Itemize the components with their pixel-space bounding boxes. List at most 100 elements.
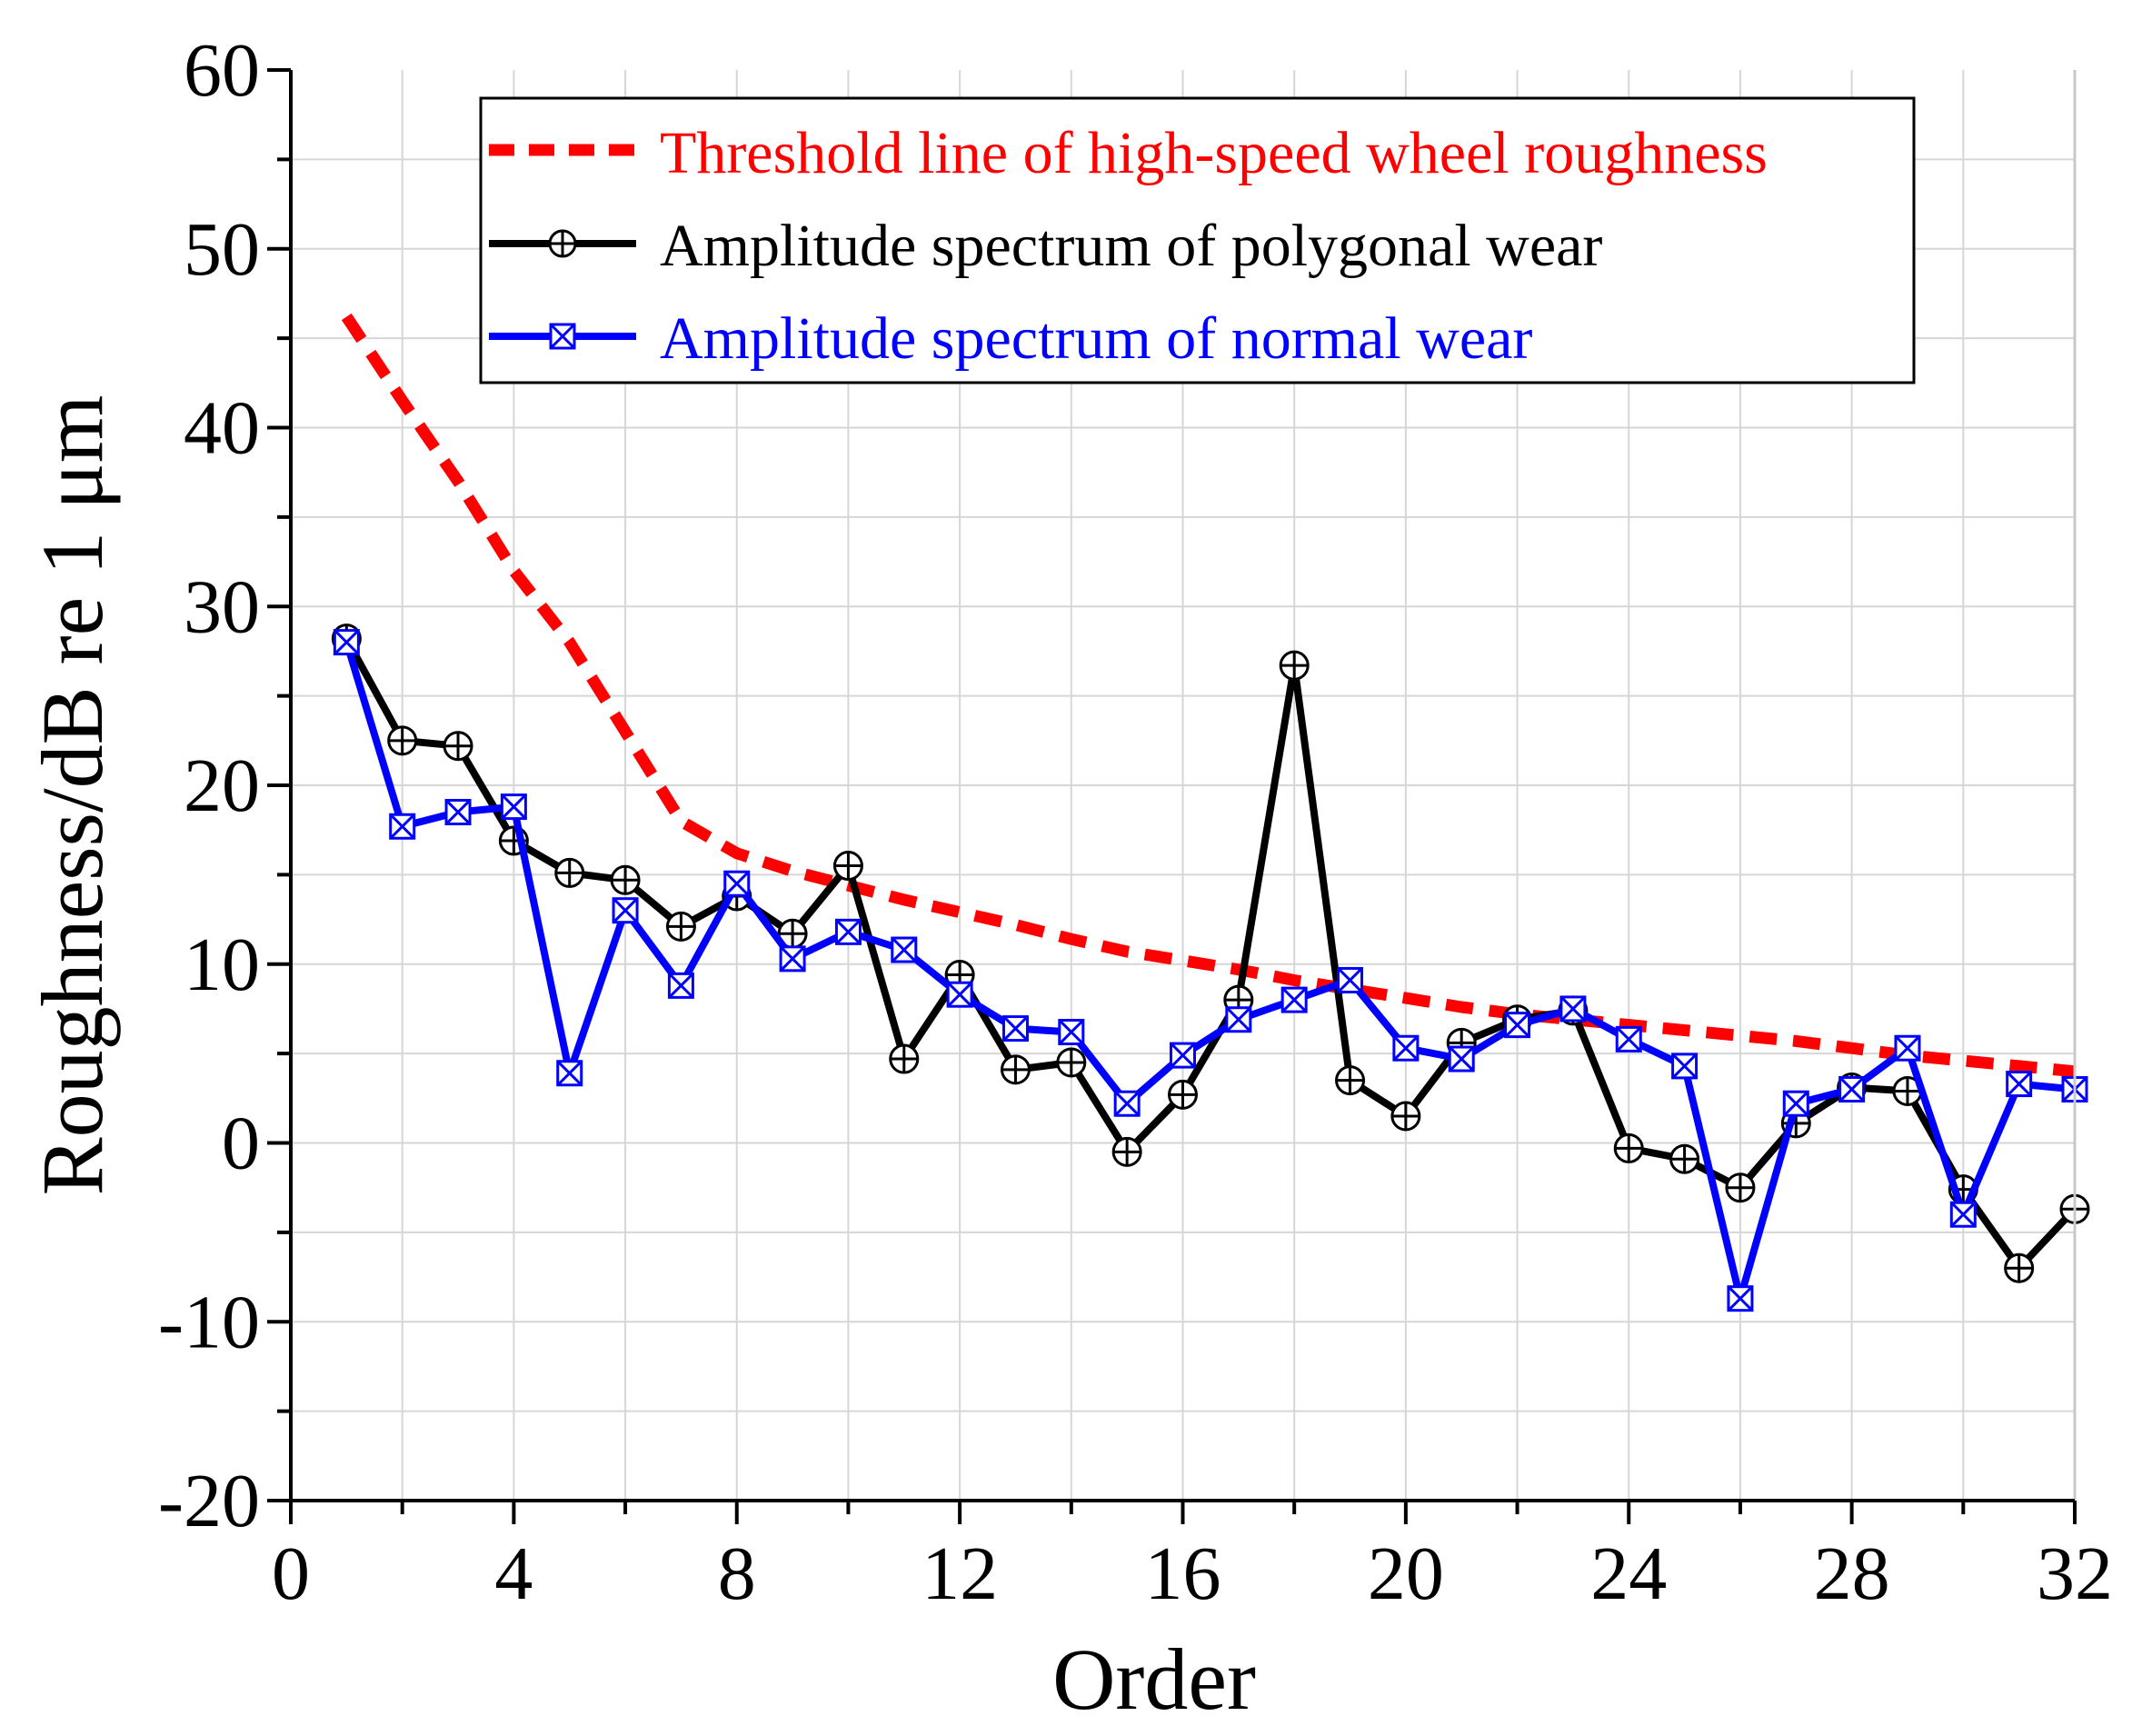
legend-box — [479, 96, 1916, 384]
legend: Threshold line of high-speed wheel rough… — [479, 96, 1916, 384]
data-point — [387, 725, 418, 756]
y-tick-label: 50 — [184, 207, 260, 292]
data-point-marker-d2 — [556, 1060, 583, 1086]
data-point — [779, 945, 806, 973]
data-point — [891, 936, 918, 963]
data-point — [333, 629, 360, 656]
data-point-marker-d2 — [1449, 1045, 1475, 1073]
data-point — [444, 799, 472, 826]
data-point — [1559, 995, 1587, 1023]
data-point — [1725, 1172, 1756, 1203]
data-point-marker-d2 — [1114, 1091, 1141, 1117]
x-tick-label: 0 — [272, 1531, 310, 1616]
data-point-marker-d2 — [1838, 1076, 1865, 1102]
data-point — [1280, 986, 1308, 1013]
data-point-marker-d2 — [1392, 1035, 1419, 1062]
y-tick-label: 60 — [184, 28, 260, 113]
x-tick-label: 32 — [2037, 1531, 2113, 1616]
y-tick-label: 10 — [184, 923, 260, 1007]
data-point — [1335, 1065, 1366, 1096]
data-point — [665, 911, 696, 942]
legend-entry-polygonal: Amplitude spectrum of polygonal wear — [489, 213, 1602, 279]
legend-entry-threshold: Threshold line of high-speed wheel rough… — [489, 120, 1768, 186]
data-point-marker-d2 — [1950, 1202, 1977, 1228]
legend-entry-normal: Amplitude spectrum of normal wear — [489, 305, 1532, 372]
x-tick-label: 28 — [1814, 1531, 1890, 1616]
legend-label-normal: Amplitude spectrum of normal wear — [660, 305, 1532, 372]
x-tick-label: 24 — [1590, 1531, 1667, 1616]
data-point-marker-d2 — [1337, 967, 1363, 993]
data-point-marker-d2 — [444, 799, 472, 825]
data-point-marker-d2 — [723, 871, 750, 897]
data-point-marker-d2 — [334, 629, 360, 655]
data-point — [1058, 1019, 1085, 1046]
data-point — [1113, 1090, 1141, 1117]
data-point — [1000, 1054, 1031, 1085]
y-tick-label: 0 — [222, 1102, 260, 1186]
y-tick-label: 20 — [184, 743, 260, 828]
x-axis-title: Order — [1052, 1631, 1256, 1728]
legend-marker-circle-plus-icon — [548, 229, 577, 258]
data-point-marker-d2 — [1002, 1015, 1029, 1042]
data-point-marker-d2 — [1783, 1091, 1809, 1117]
data-point — [1782, 1090, 1809, 1117]
data-point-marker-d2 — [1504, 1012, 1530, 1038]
data-point-marker-d2 — [1170, 1043, 1196, 1069]
data-point-marker-d2 — [501, 793, 527, 820]
data-point — [834, 918, 862, 945]
data-point-marker-d2 — [1727, 1285, 1753, 1312]
data-point — [1448, 1045, 1475, 1073]
data-point — [1279, 650, 1310, 681]
y-tick-label: -10 — [158, 1280, 260, 1364]
data-point — [723, 870, 751, 897]
data-point — [1392, 1034, 1420, 1062]
data-point — [1111, 1136, 1142, 1167]
data-point — [832, 851, 863, 882]
data-point-marker-d2 — [668, 973, 694, 999]
data-point — [554, 857, 585, 888]
data-point-marker-d2 — [780, 945, 806, 972]
data-point — [556, 1060, 583, 1087]
data-point — [1390, 1101, 1421, 1132]
data-point — [1615, 1025, 1642, 1053]
legend-marker-square-x-icon — [549, 323, 576, 350]
data-point-marker-d2 — [1894, 1035, 1921, 1062]
data-point — [1838, 1075, 1866, 1102]
data-point-marker-d2 — [835, 919, 862, 945]
data-point-marker-d2 — [891, 936, 917, 963]
axes: 0 4 8 12 16 20 24 28 32 -20 -10 0 10 20 30 40 50 60 — [158, 28, 2113, 1616]
data-point-marker-d2 — [389, 813, 415, 840]
legend-label-polygonal: Amplitude spectrum of polygonal wear — [660, 213, 1602, 279]
data-point — [443, 731, 473, 762]
data-point — [1671, 1053, 1699, 1080]
data-point — [1225, 1006, 1252, 1033]
data-point — [1001, 1015, 1029, 1043]
data-point-marker-d2 — [2006, 1071, 2032, 1097]
data-point-marker-d2 — [1559, 995, 1586, 1022]
data-point — [1056, 1047, 1087, 1078]
data-point — [610, 864, 641, 895]
series-line-0 — [341, 313, 2076, 1078]
y-tick-label: 40 — [184, 386, 260, 471]
data-point-marker-d2 — [1281, 987, 1308, 1013]
y-tick-label: -20 — [158, 1459, 260, 1543]
data-point — [667, 972, 694, 999]
data-point — [612, 897, 639, 924]
x-tick-label: 4 — [494, 1531, 533, 1616]
data-point-marker-d2 — [1616, 1026, 1642, 1053]
series-0 — [341, 313, 2076, 1078]
y-tick-label: 30 — [184, 564, 260, 649]
data-point — [2006, 1071, 2033, 1098]
series-layer — [331, 313, 2090, 1312]
data-point-marker-d2 — [1058, 1019, 1084, 1045]
x-tick-label: 16 — [1145, 1531, 1221, 1616]
data-point-marker-d2 — [1671, 1053, 1698, 1079]
data-point — [500, 793, 527, 821]
data-point — [1727, 1285, 1754, 1312]
data-point — [1170, 1042, 1196, 1069]
data-point — [1504, 1012, 1531, 1039]
data-point-marker-d2 — [613, 897, 639, 923]
x-tick-label: 20 — [1368, 1531, 1444, 1616]
data-point — [2004, 1252, 2035, 1283]
